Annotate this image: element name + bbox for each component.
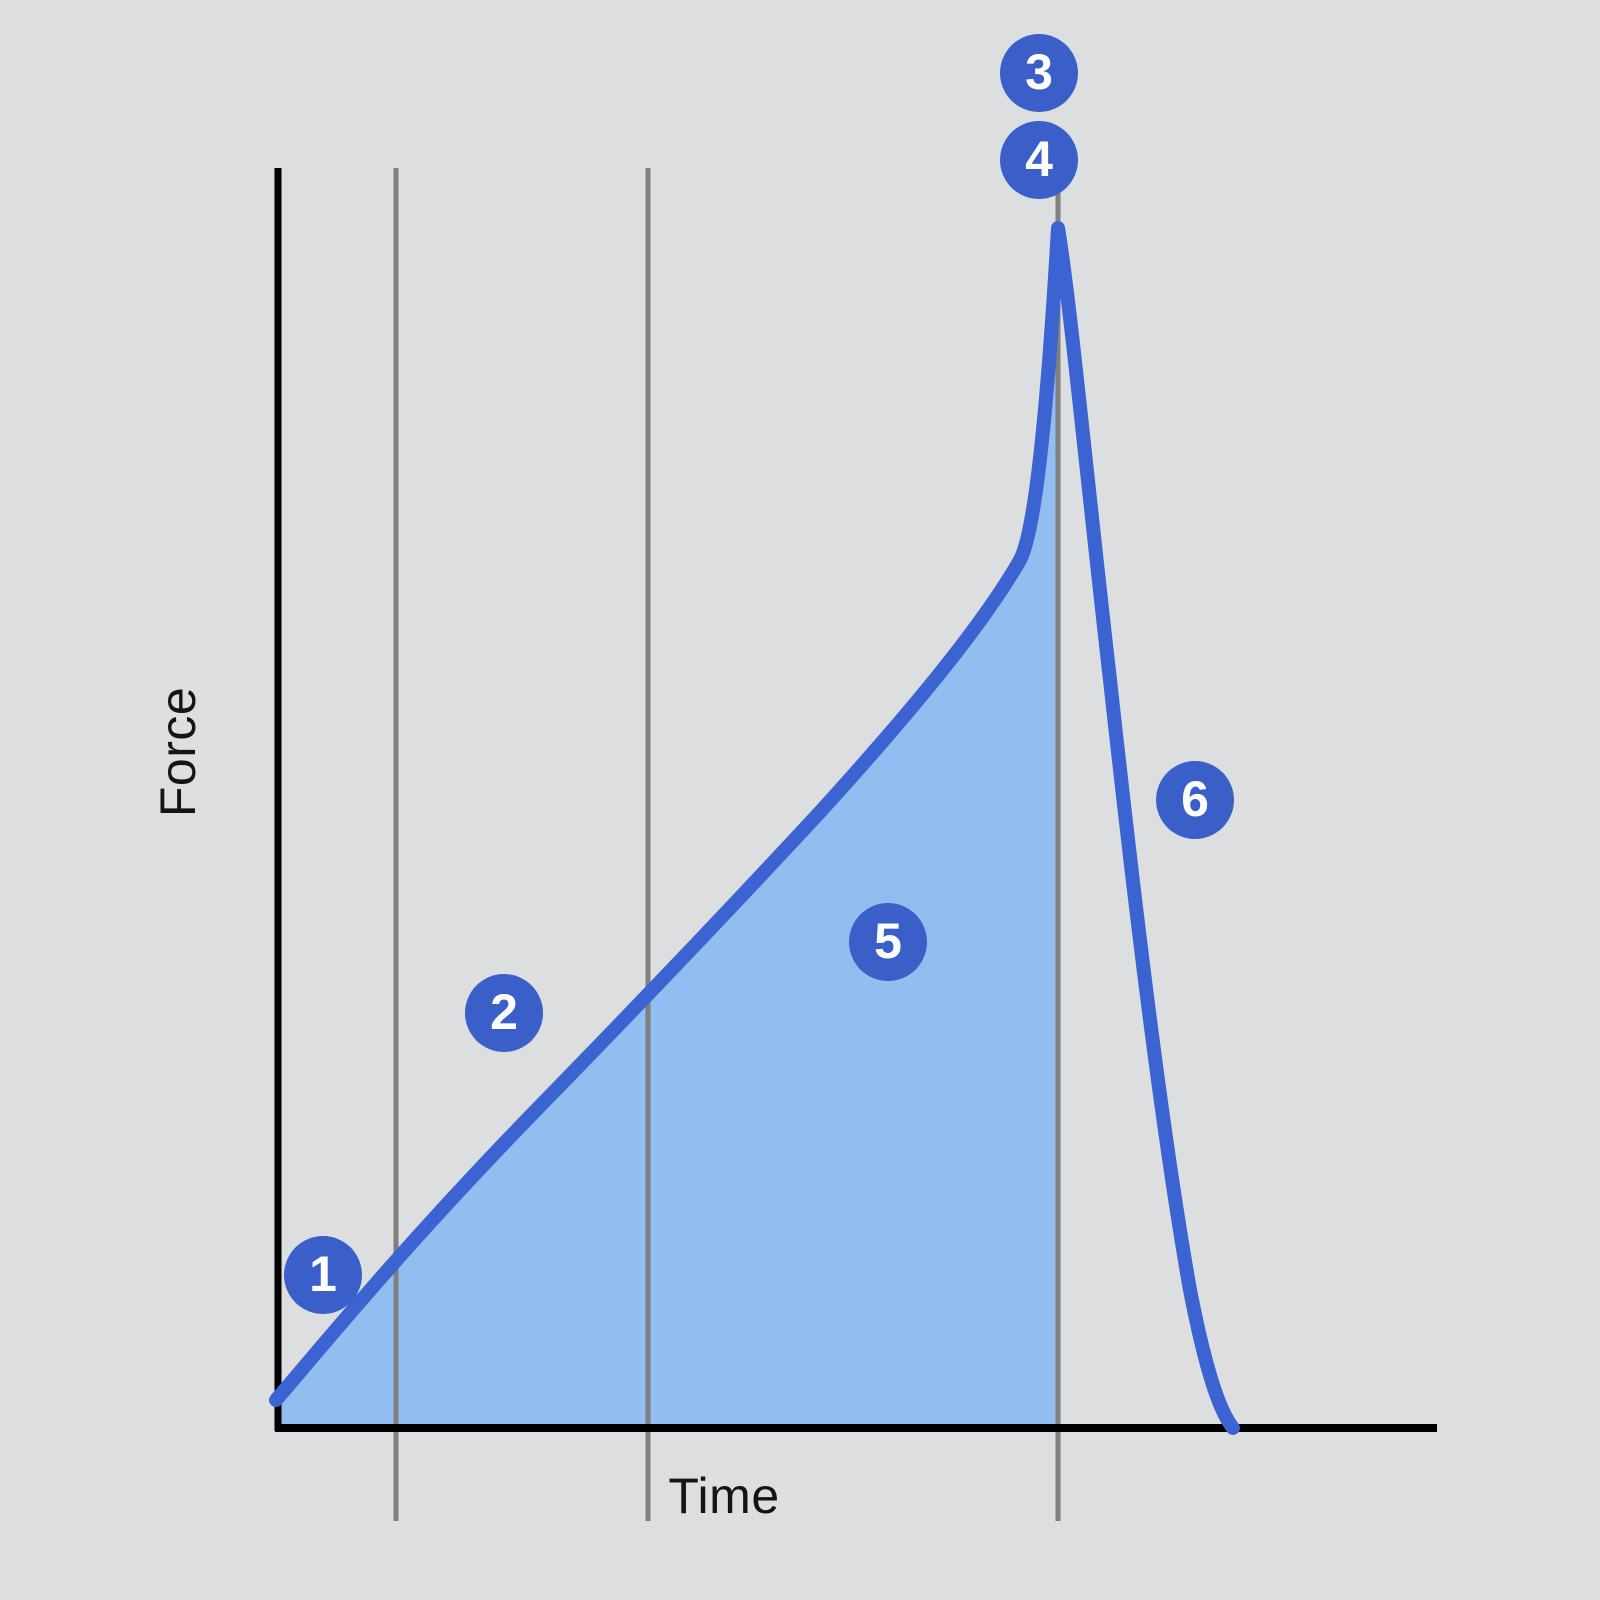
x-axis-label: Time	[668, 1468, 780, 1524]
annotation-badge-2-label: 2	[490, 984, 518, 1040]
annotation-badge-1-label: 1	[309, 1246, 337, 1302]
annotation-badge-5-label: 5	[874, 913, 902, 969]
annotation-badge-6[interactable]: 6	[1156, 761, 1234, 839]
y-axis-label: Force	[150, 686, 206, 818]
annotation-badge-3-label: 3	[1025, 44, 1053, 100]
annotation-badge-5[interactable]: 5	[849, 903, 927, 981]
annotation-badge-4[interactable]: 4	[1000, 121, 1078, 199]
force-curve-line	[269, 221, 1240, 1435]
area-fill-under-curve	[276, 228, 1058, 1429]
annotation-badge-2[interactable]: 2	[465, 974, 543, 1052]
annotation-badge-1[interactable]: 1	[284, 1236, 362, 1314]
annotation-badge-3[interactable]: 3	[1000, 34, 1078, 112]
annotation-badge-6-label: 6	[1181, 771, 1209, 827]
annotation-badge-4-label: 4	[1025, 131, 1053, 187]
